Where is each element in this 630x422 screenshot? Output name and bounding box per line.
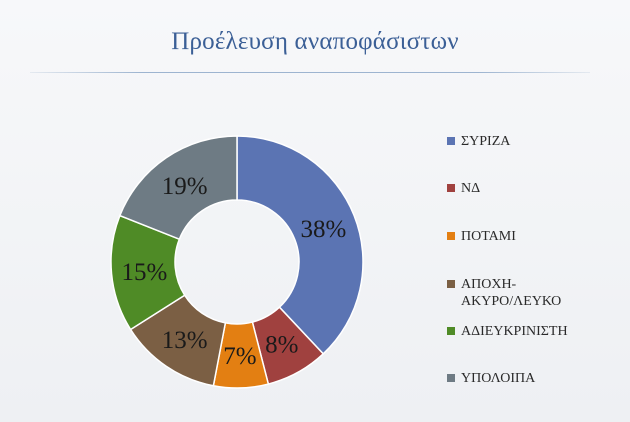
legend-label: ΝΔ <box>461 181 481 196</box>
legend-swatch <box>447 327 455 335</box>
slice-label-5: 15% <box>121 259 167 286</box>
donut-labels: 38% 8% 7% 13% 15% 19% <box>121 173 346 370</box>
legend-label: ΑΠΟΧΗ- ΑΚΥΡΟ/ΛΕΥΚΟ <box>461 277 562 309</box>
legend-item-6: ΥΠΟΛΟΙΠΑ <box>447 370 535 387</box>
legend-swatch <box>447 280 455 288</box>
legend-item-2: ΝΔ <box>447 180 480 197</box>
legend-label: ΣΥΡΙΖΑ <box>461 134 511 149</box>
donut-slice-1 <box>236 135 364 355</box>
legend-label: ΥΠΟΛΟΙΠΑ <box>461 371 536 386</box>
legend-label: ΑΔΙΕΥΚΡΙΝΙΣΤΗ <box>461 324 568 339</box>
legend-swatch <box>447 374 455 382</box>
slice-label-6: 19% <box>162 173 208 200</box>
slice-label-2: 8% <box>265 331 298 358</box>
legend-swatch <box>447 184 455 192</box>
legend-swatch <box>447 232 455 240</box>
slice-label-3: 7% <box>223 343 256 370</box>
title-divider <box>30 72 590 73</box>
legend-label: ΠΟΤΑΜΙ <box>461 229 516 244</box>
page-title: Προέλευση αναποφάσιστων <box>171 28 459 55</box>
slice-label-1: 38% <box>301 216 347 243</box>
donut-slice-6 <box>118 135 238 241</box>
legend-item-1: ΣΥΡΙΖΑ <box>447 133 510 150</box>
legend-item-5: ΑΔΙΕΥΚΡΙΝΙΣΤΗ <box>447 323 568 340</box>
donut-slices <box>110 135 364 389</box>
legend-swatch <box>447 137 455 145</box>
legend-item-3: ΠΟΤΑΜΙ <box>447 228 516 245</box>
legend-item-4: ΑΠΟΧΗ- ΑΚΥΡΟ/ΛΕΥΚΟ <box>447 276 561 310</box>
slice-label-4: 13% <box>162 327 208 354</box>
